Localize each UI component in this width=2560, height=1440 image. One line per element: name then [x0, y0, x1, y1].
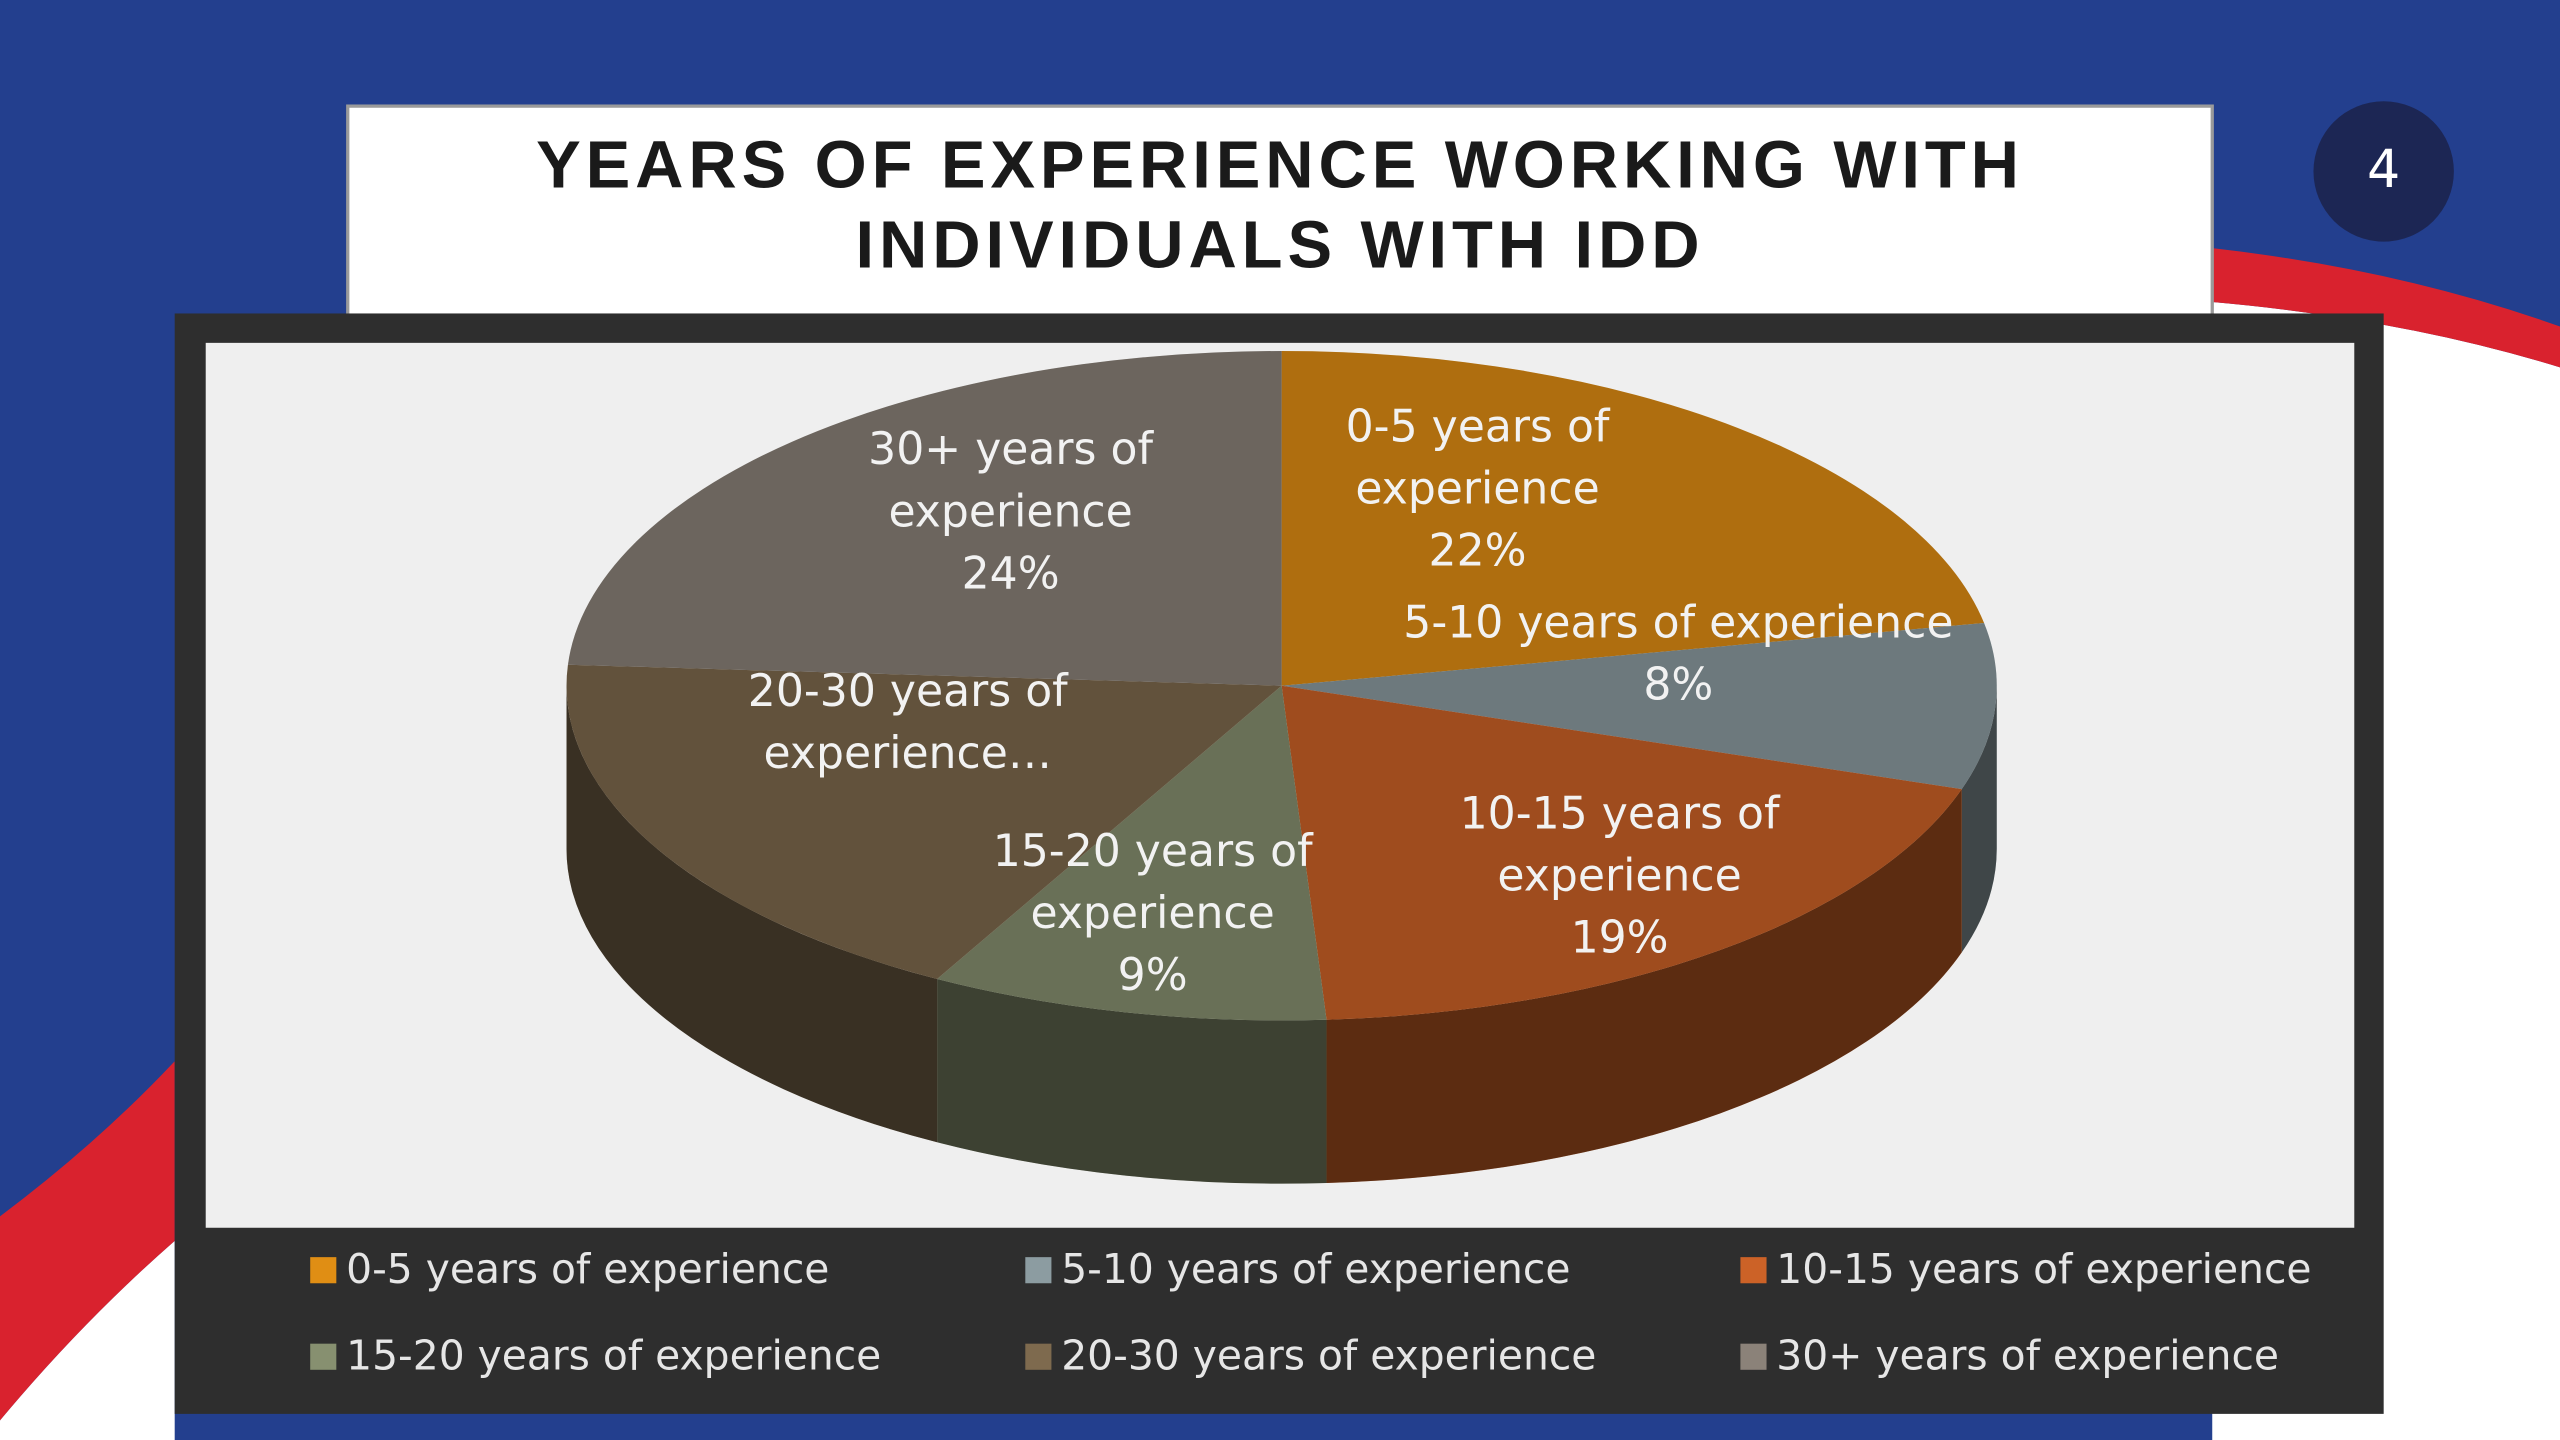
slice	[1281, 622, 1997, 790]
slice	[1281, 351, 1985, 686]
slice-shade	[566, 664, 1282, 980]
legend-swatch	[1025, 1343, 1052, 1370]
legend-label: 30+ years of experience	[1776, 1331, 2279, 1379]
data-label-value: 9%	[1118, 950, 1188, 1001]
legend: 0-5 years of experience 5-10 years of exp…	[310, 1245, 2311, 1379]
legend-swatch	[1740, 1343, 1767, 1370]
slice	[937, 685, 1327, 1021]
legend-label: 10-15 years of experience	[1776, 1245, 2311, 1293]
data-label: 0-5 years of	[1346, 401, 1611, 452]
title-line: YEARS OF EXPERIENCE WORKING WITH	[536, 127, 2024, 202]
slice-shade	[937, 685, 1327, 1021]
legend-label: 5-10 years of experience	[1061, 1245, 1570, 1293]
slice-shade	[1281, 685, 1962, 1020]
bg-white	[0, 1240, 175, 1440]
data-label: experience…	[764, 728, 1052, 779]
legend-label: 15-20 years of experience	[346, 1331, 881, 1379]
slice-side-shade	[1326, 789, 1962, 1184]
data-label: 10-15 years of	[1460, 788, 1781, 839]
data-label: experience	[888, 486, 1132, 537]
data-label-value: 24%	[962, 548, 1060, 599]
pie: 0-5 years of experience 22% 5-10 years of e…	[566, 351, 1997, 1184]
slide-number-badge	[2313, 101, 2454, 242]
bg-swoosh	[2212, 248, 2560, 368]
data-label: 15-20 years of	[993, 826, 1314, 877]
bg-swoosh	[0, 1061, 175, 1421]
legend-label: 0-5 years of experience	[346, 1245, 829, 1293]
data-label-value: 8%	[1643, 659, 1713, 710]
slice	[1281, 685, 1962, 1020]
slice-shade	[1281, 351, 1985, 686]
slice-shade	[567, 351, 1282, 686]
data-label: 5-10 years of experience	[1403, 597, 1953, 648]
data-label-value: 19%	[1571, 912, 1669, 963]
legend-swatch	[310, 1343, 337, 1370]
data-label-value: 22%	[1429, 525, 1527, 576]
legend-swatch	[1740, 1257, 1767, 1284]
legend-swatch	[310, 1257, 337, 1284]
data-label: experience	[1030, 888, 1274, 939]
data-label: 20-30 years of	[748, 666, 1069, 717]
legend-swatch	[1025, 1257, 1052, 1284]
data-label: experience	[1497, 850, 1741, 901]
title-box	[346, 104, 2214, 317]
slide-number: 4	[2367, 140, 2400, 200]
legend-label: 20-30 years of experience	[1061, 1331, 1596, 1379]
title-line: INDIVIDUALS WITH IDD	[856, 207, 1705, 282]
slice-side-shade	[566, 685, 938, 1143]
data-label: experience	[1355, 463, 1599, 514]
data-label: 30+ years of	[868, 424, 1154, 475]
slice	[566, 664, 1282, 980]
slice-side-shade	[1961, 685, 1997, 953]
slice-shade	[1281, 622, 1997, 790]
slice	[567, 351, 1282, 686]
slice-side-shade	[937, 979, 1327, 1184]
